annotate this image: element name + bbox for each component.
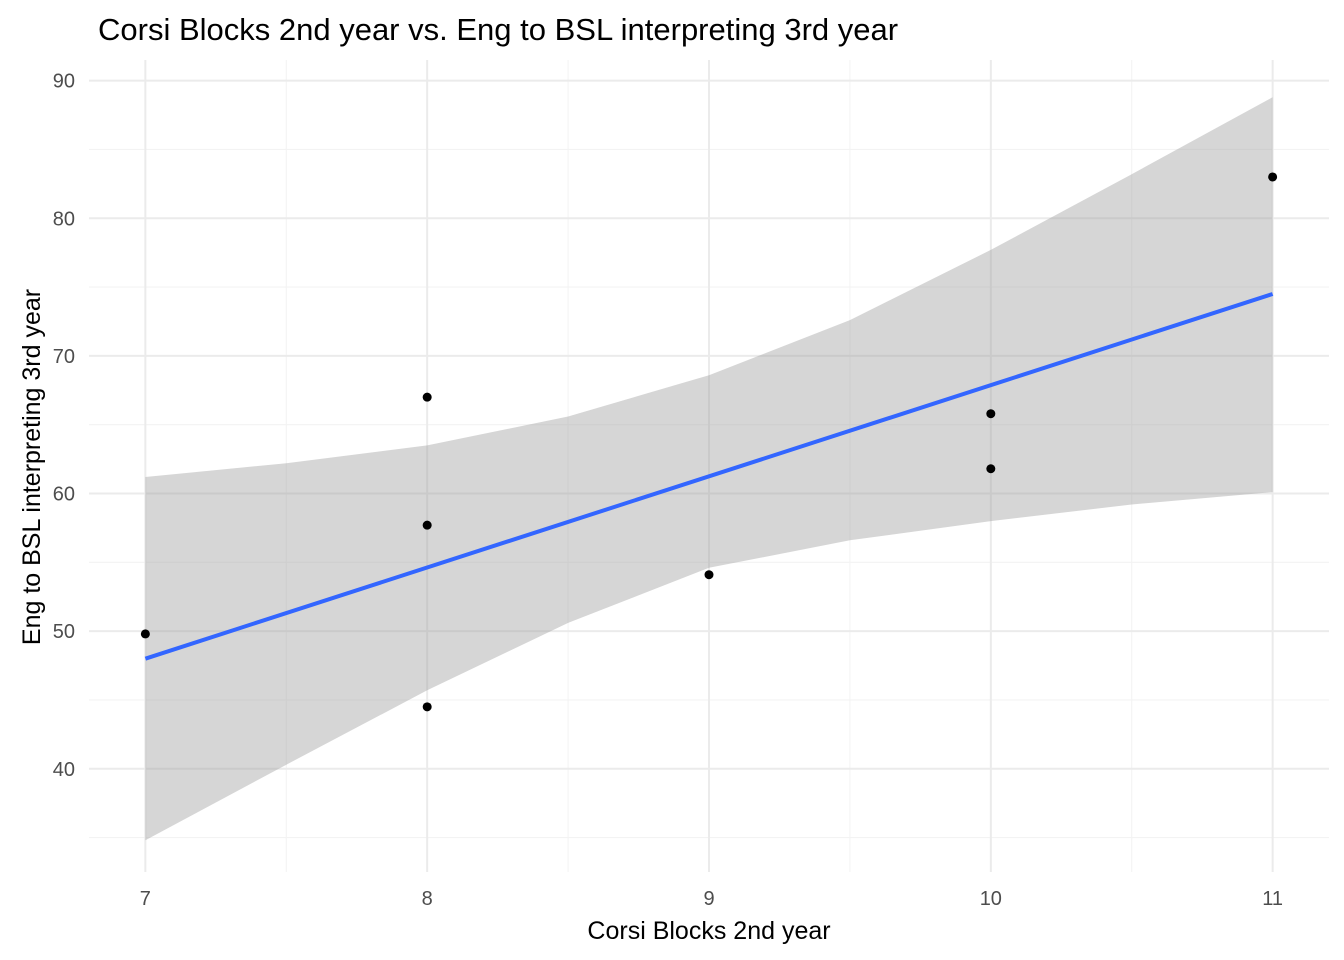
data-point [422,520,432,530]
y-tick-labels: 40 50 60 70 80 90 [53,71,75,781]
x-tick-label: 10 [980,888,1002,910]
y-tick-label: 70 [53,346,75,368]
y-tick-label: 60 [53,484,75,506]
regression-line [144,292,1274,661]
confidence-band [145,97,1273,841]
data-point [986,464,996,474]
x-tick-label: 7 [140,888,151,910]
data-point [422,392,432,402]
data-point [704,570,714,580]
x-axis-title: Corsi Blocks 2nd year [587,917,830,945]
x-tick-label: 9 [703,888,714,910]
chart-title: Corsi Blocks 2nd year vs. Eng to BSL int… [98,12,898,47]
x-tick-labels: 7 8 9 10 11 [140,888,1283,910]
y-tick-label: 80 [53,208,75,230]
y-axis-title: Eng to BSL interpreting 3rd year [18,289,46,645]
x-tick-label: 11 [1262,888,1283,910]
y-tick-label: 40 [53,759,75,781]
data-point [140,629,150,639]
data-point [422,702,432,712]
data-points [140,172,1278,712]
x-tick-label: 8 [422,888,433,910]
data-point [1268,172,1278,182]
y-tick-label: 50 [53,621,75,643]
data-point [986,409,996,419]
y-tick-label: 90 [53,71,75,93]
